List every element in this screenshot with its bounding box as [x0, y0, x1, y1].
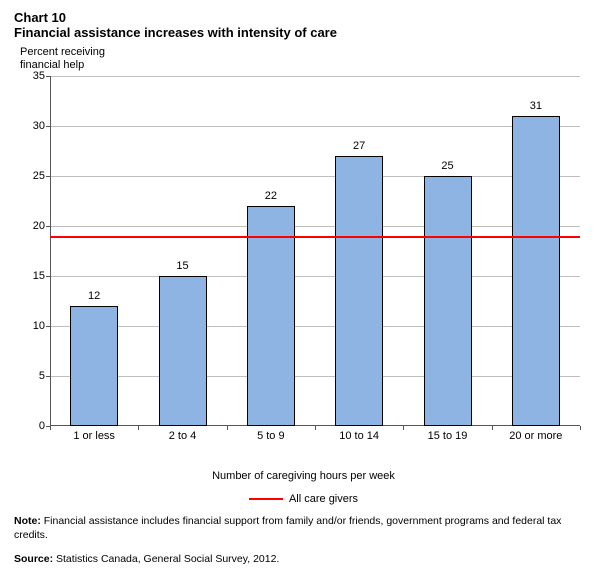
y-axis-label-line2: financial help	[20, 59, 593, 72]
bar	[70, 306, 118, 426]
chart-number: Chart 10	[14, 10, 593, 25]
plot-area: 05101520253035 121522272531 1 or less2 t…	[20, 76, 580, 446]
source-text: Statistics Canada, General Social Survey…	[53, 553, 279, 565]
y-tick-label: 5	[20, 370, 45, 382]
source: Source: Statistics Canada, General Socia…	[14, 553, 593, 567]
y-tick-label: 0	[20, 420, 45, 432]
note-text: Financial assistance includes financial …	[14, 515, 561, 541]
y-tick-label: 35	[20, 70, 45, 82]
legend: All care givers	[14, 493, 593, 505]
bar	[512, 116, 560, 426]
legend-label: All care givers	[289, 493, 358, 505]
y-tick-label: 30	[20, 120, 45, 132]
y-tick-label: 10	[20, 320, 45, 332]
y-tick-label: 20	[20, 220, 45, 232]
x-tick-label: 5 to 9	[227, 430, 315, 442]
x-tick-label: 1 or less	[50, 430, 138, 442]
bar	[247, 206, 295, 426]
x-tick-label: 2 to 4	[139, 430, 227, 442]
source-label: Source:	[14, 553, 53, 565]
bar-value-label: 25	[424, 160, 472, 172]
x-tick-mark	[580, 426, 581, 430]
bar-value-label: 15	[159, 260, 207, 272]
y-tick-label: 25	[20, 170, 45, 182]
bar	[335, 156, 383, 426]
reference-line	[50, 236, 580, 238]
bar	[424, 176, 472, 426]
x-axis-label: Number of caregiving hours per week	[14, 470, 593, 482]
bar-value-label: 31	[512, 100, 560, 112]
bar	[159, 276, 207, 426]
chart-title: Financial assistance increases with inte…	[14, 25, 593, 40]
bar-value-label: 22	[247, 190, 295, 202]
note: Note: Financial assistance includes fina…	[14, 515, 593, 542]
bar-value-label: 12	[70, 290, 118, 302]
y-axis-label-line1: Percent receiving	[20, 46, 593, 59]
bar-value-label: 27	[335, 140, 383, 152]
x-tick-label: 15 to 19	[404, 430, 492, 442]
y-tick-label: 15	[20, 270, 45, 282]
x-tick-label: 20 or more	[492, 430, 580, 442]
note-label: Note:	[14, 515, 41, 527]
legend-line-icon	[249, 498, 283, 500]
x-tick-label: 10 to 14	[315, 430, 403, 442]
